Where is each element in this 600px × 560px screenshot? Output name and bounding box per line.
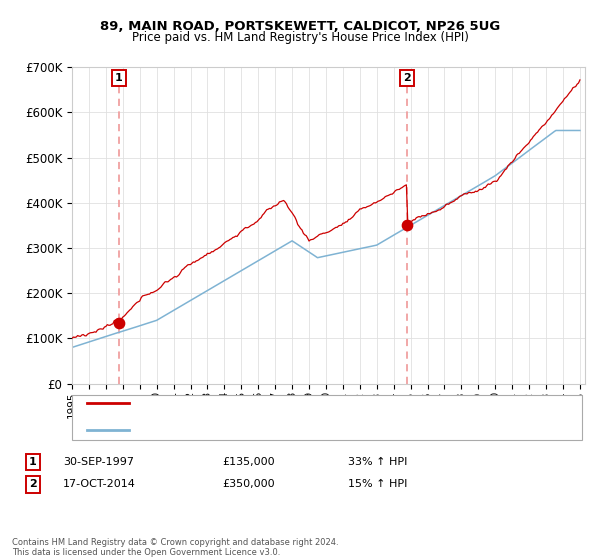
Point	[114, 318, 124, 327]
Text: HPI: Average price, detached house, Monmouthshire: HPI: Average price, detached house, Monm…	[138, 424, 395, 435]
Text: 17-OCT-2014: 17-OCT-2014	[63, 479, 136, 489]
Text: 1: 1	[115, 73, 122, 83]
Text: 1: 1	[29, 457, 37, 467]
Text: Price paid vs. HM Land Registry's House Price Index (HPI): Price paid vs. HM Land Registry's House …	[131, 31, 469, 44]
Text: 15% ↑ HPI: 15% ↑ HPI	[348, 479, 407, 489]
Text: £135,000: £135,000	[222, 457, 275, 467]
Text: 89, MAIN ROAD, PORTSKEWETT, CALDICOT, NP26 5UG (detached house): 89, MAIN ROAD, PORTSKEWETT, CALDICOT, NP…	[138, 398, 493, 408]
Text: 2: 2	[403, 73, 411, 83]
Text: Contains HM Land Registry data © Crown copyright and database right 2024.
This d: Contains HM Land Registry data © Crown c…	[12, 538, 338, 557]
Text: £350,000: £350,000	[222, 479, 275, 489]
Text: 2: 2	[29, 479, 37, 489]
Text: 89, MAIN ROAD, PORTSKEWETT, CALDICOT, NP26 5UG: 89, MAIN ROAD, PORTSKEWETT, CALDICOT, NP…	[100, 20, 500, 32]
Text: 33% ↑ HPI: 33% ↑ HPI	[348, 457, 407, 467]
Text: 30-SEP-1997: 30-SEP-1997	[63, 457, 134, 467]
Point	[402, 221, 412, 230]
